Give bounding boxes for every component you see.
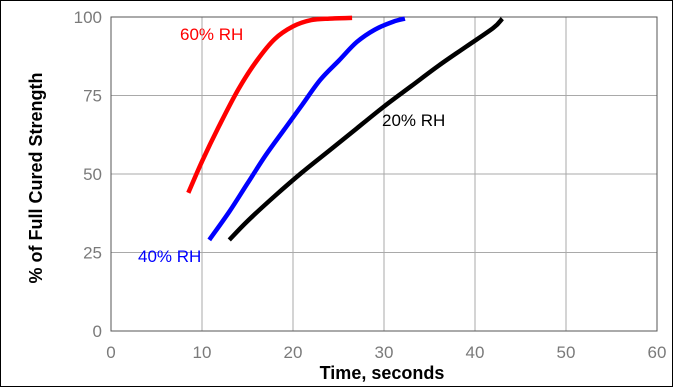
x-tick-label: 40 bbox=[466, 343, 485, 362]
y-tick-label: 0 bbox=[93, 322, 102, 341]
y-axis-label: % of Full Cured Strength bbox=[26, 73, 46, 284]
y-tick-label: 50 bbox=[83, 165, 102, 184]
y-tick-label: 100 bbox=[74, 8, 102, 27]
x-tick-label: 20 bbox=[284, 343, 303, 362]
series-lines bbox=[186, 15, 504, 242]
x-tick-label: 10 bbox=[193, 343, 212, 362]
y-tick-label: 25 bbox=[83, 244, 102, 263]
series-line-60-rh bbox=[186, 15, 353, 194]
x-tick-label: 60 bbox=[648, 343, 667, 362]
series-line-40-rh bbox=[207, 16, 406, 242]
plot-frame bbox=[110, 16, 658, 332]
y-tick-label: 75 bbox=[83, 87, 102, 106]
x-tick-labels: 0 10 20 30 40 50 60 bbox=[106, 343, 666, 362]
x-tick-label: 30 bbox=[375, 343, 394, 362]
series-label-40-rh: 40% RH bbox=[138, 247, 201, 266]
series-line-20-rh bbox=[227, 17, 504, 242]
y-tick-labels: 0 25 50 75 100 bbox=[74, 8, 102, 341]
series-label-60-rh: 60% RH bbox=[180, 25, 243, 44]
x-tick-label: 0 bbox=[106, 343, 115, 362]
x-axis-label: Time, seconds bbox=[320, 363, 445, 383]
series-label-20-rh: 20% RH bbox=[382, 111, 445, 130]
x-tick-label: 50 bbox=[557, 343, 576, 362]
